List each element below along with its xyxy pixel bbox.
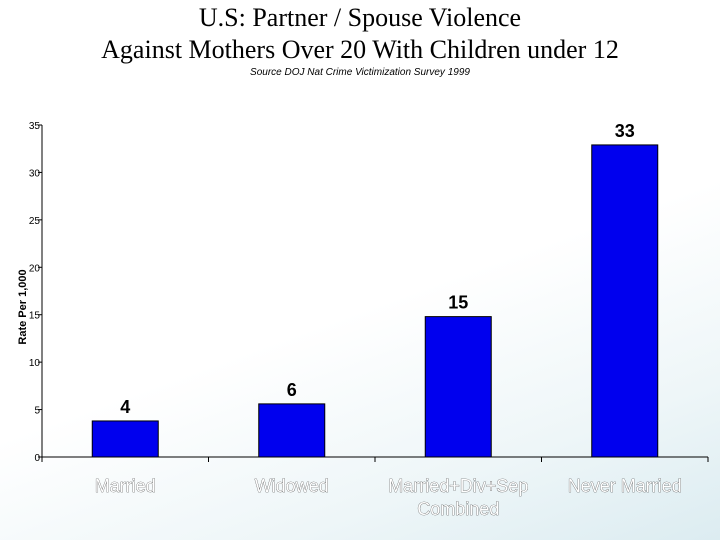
category-label: Married: [95, 476, 156, 496]
chart-title: U.S: Partner / Spouse Violence Against M…: [0, 2, 720, 66]
y-tick-label: 5: [34, 406, 40, 417]
data-label: 4: [120, 397, 130, 417]
y-tick-label: 0: [34, 453, 40, 464]
data-label: 15: [448, 293, 468, 313]
chart-title-line2: Against Mothers Over 20 With Children un…: [101, 35, 619, 64]
bar: [258, 403, 326, 458]
bar: [91, 420, 159, 458]
category-label: Married+Div+Sep: [388, 476, 528, 496]
chart-subtitle: Source DOJ Nat Crime Victimization Surve…: [250, 67, 470, 78]
y-tick-label: 20: [29, 263, 41, 274]
y-tick-label: 25: [29, 216, 41, 227]
y-tick-label: 30: [29, 168, 41, 179]
category-label: Combined: [417, 499, 499, 519]
y-axis-title: Rate Per 1,000: [17, 269, 29, 344]
y-tick-label: 35: [29, 121, 41, 132]
y-tick-label: 10: [29, 358, 41, 369]
y-tick-label: 15: [29, 311, 41, 322]
data-label: 6: [287, 380, 297, 400]
bar: [424, 316, 492, 458]
bar: [591, 144, 659, 458]
chart-title-line1: U.S: Partner / Spouse Violence: [198, 3, 522, 32]
category-label: Widowed: [255, 476, 329, 496]
category-label: Never Married: [568, 476, 682, 496]
data-label: 33: [615, 121, 635, 141]
